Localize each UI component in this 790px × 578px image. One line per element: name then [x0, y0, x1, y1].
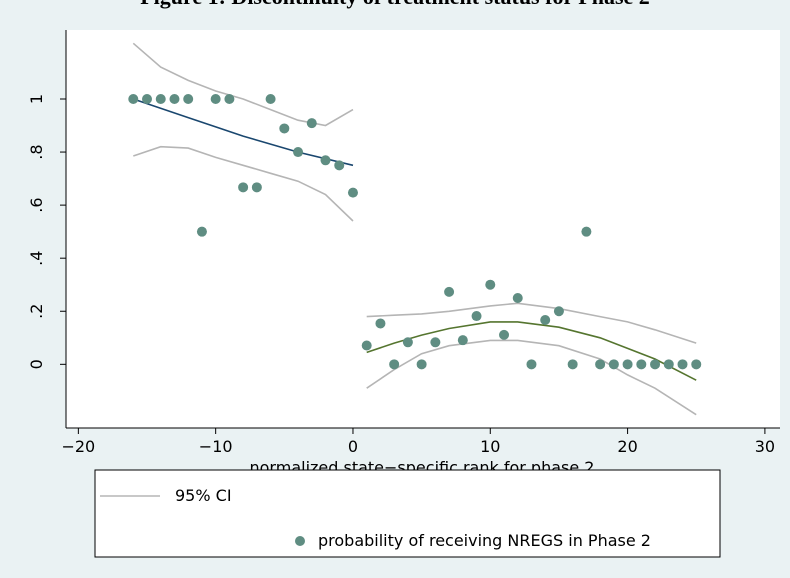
chart-title: Figure 1: Discontinuity of treatment sta… — [140, 0, 650, 9]
data-point — [512, 292, 523, 303]
data-point — [663, 359, 674, 370]
data-point — [526, 359, 537, 370]
data-point — [499, 329, 510, 340]
y-tick-label: .2 — [27, 304, 46, 319]
data-point — [142, 93, 153, 104]
y-tick-label: .8 — [27, 144, 46, 159]
data-point — [402, 337, 413, 348]
x-tick-label: 10 — [480, 437, 500, 456]
x-tick-label: −10 — [199, 437, 233, 456]
data-point — [347, 187, 358, 198]
data-point — [238, 182, 249, 193]
fit-line — [366, 302, 697, 344]
data-point — [636, 359, 647, 370]
y-tick-label: .4 — [27, 251, 46, 266]
data-point — [677, 359, 688, 370]
legend-label: 95% CI — [175, 486, 232, 505]
data-point — [128, 93, 139, 104]
data-point — [622, 359, 633, 370]
data-point — [375, 318, 386, 329]
data-point — [293, 147, 304, 158]
data-point — [196, 226, 207, 237]
data-point — [485, 279, 496, 290]
data-point — [416, 359, 427, 370]
data-point — [650, 359, 661, 370]
x-tick-label: 20 — [617, 437, 637, 456]
data-point — [553, 306, 564, 317]
x-tick-label: −20 — [61, 437, 95, 456]
data-point — [183, 93, 194, 104]
y-tick-label: 1 — [27, 94, 46, 104]
data-point — [595, 359, 606, 370]
data-point — [306, 118, 317, 129]
fit-line — [133, 98, 354, 167]
legend-swatch — [295, 536, 305, 546]
data-point — [471, 311, 482, 322]
data-point — [279, 123, 290, 134]
data-point — [320, 155, 331, 166]
data-point — [457, 335, 468, 346]
y-tick-label: .6 — [27, 197, 46, 212]
x-tick-label: 30 — [755, 437, 775, 456]
y-tick-label: 0 — [27, 359, 46, 369]
data-point — [540, 315, 551, 326]
data-point — [210, 93, 221, 104]
data-point — [251, 182, 262, 193]
data-point — [608, 359, 619, 370]
data-point — [444, 286, 455, 297]
data-point — [169, 93, 180, 104]
fit-line — [133, 145, 354, 222]
fit-line — [366, 339, 697, 416]
data-point — [155, 93, 166, 104]
data-point — [265, 93, 276, 104]
data-point — [389, 359, 400, 370]
x-tick-label: 0 — [348, 437, 358, 456]
legend — [94, 469, 721, 558]
data-point — [581, 226, 592, 237]
data-point — [224, 93, 235, 104]
fit-line — [366, 321, 697, 381]
data-point — [430, 337, 441, 348]
data-point — [334, 160, 345, 171]
legend-label: probability of receiving NREGS in Phase … — [318, 531, 651, 550]
data-point — [567, 359, 578, 370]
data-point — [361, 340, 372, 351]
data-point — [691, 359, 702, 370]
